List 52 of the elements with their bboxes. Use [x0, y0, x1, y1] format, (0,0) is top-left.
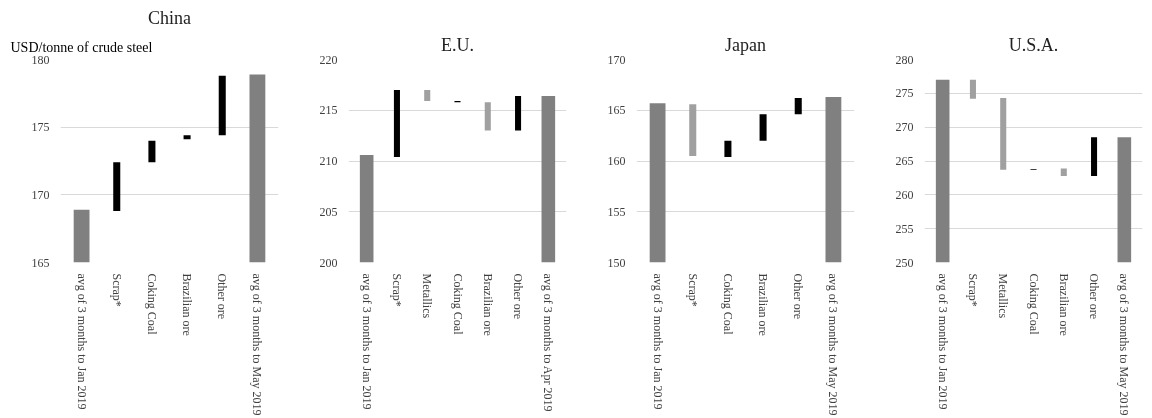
y-tick-label: 170 [31, 187, 50, 202]
x-tick-label: avg of 3 months to Jan 2019 [74, 273, 89, 410]
y-tick-label: 165 [31, 255, 50, 270]
y-tick-label: 175 [31, 120, 50, 135]
x-tick-label: Brazilian ore [480, 273, 495, 336]
x-tick-label: Other ore [1087, 273, 1102, 320]
x-tick-label: Brazilian ore [1056, 273, 1071, 336]
x-tick-label: avg of 3 months to May 2019 [826, 273, 841, 416]
x-tick-label: avg of 3 months to Jan 2019 [935, 273, 950, 410]
y-tick-label: 275 [895, 86, 914, 101]
x-tick-label: Scrap* [109, 273, 124, 307]
y-tick-label: 255 [895, 221, 914, 236]
x-tick-label: Coking Coal [720, 273, 735, 336]
x-tick-label: Other ore [511, 273, 526, 320]
x-tick-label: avg of 3 months to Apr 2019 [541, 273, 556, 412]
y-tick-label: 215 [319, 103, 338, 118]
y-tick-label: 170 [607, 52, 626, 67]
x-tick-label: avg of 3 months to Jan 2019 [650, 273, 665, 410]
y-tick-label: 220 [319, 52, 338, 67]
x-tick-label: Scrap* [389, 273, 404, 307]
y-tick-label: 165 [607, 103, 626, 118]
chart-title: E.U. [441, 34, 474, 55]
y-tick-label: 210 [319, 154, 338, 168]
x-tick-label: Other ore [791, 273, 806, 320]
y-tick-label: 280 [895, 52, 914, 67]
x-tick-label: Brazilian ore [180, 273, 195, 336]
y-tick-label: 270 [895, 120, 914, 135]
y-tick-label: 260 [895, 187, 914, 202]
chart-title: U.S.A. [1008, 34, 1059, 55]
x-tick-label: avg of 3 months to May 2019 [1117, 273, 1132, 416]
x-tick-label: Metallics [420, 273, 435, 319]
y-tick-label: 250 [895, 255, 914, 270]
y-tick-label: 180 [31, 52, 50, 67]
x-tick-label: Coking Coal [144, 273, 159, 336]
y-tick-label: 205 [319, 204, 338, 219]
x-tick-label: Metallics [996, 273, 1011, 319]
y-tick-label: 200 [319, 255, 338, 270]
chart-title: China [148, 7, 192, 28]
y-tick-label: 155 [607, 204, 626, 219]
chart-title: Japan [725, 34, 766, 55]
x-tick-label: avg of 3 months to Jan 2019 [359, 273, 374, 410]
x-tick-label: Brazilian ore [756, 273, 771, 336]
y-axis-title: USD/tonne of crude steel [10, 39, 153, 55]
x-tick-label: Coking Coal [1026, 273, 1041, 336]
x-tick-label: Scrap* [685, 273, 700, 307]
x-tick-label: Coking Coal [450, 273, 465, 336]
y-tick-label: 160 [607, 154, 626, 168]
x-tick-label: Other ore [215, 273, 230, 320]
x-tick-label: avg of 3 months to May 2019 [250, 273, 265, 416]
x-tick-label: Scrap* [965, 273, 980, 307]
y-tick-label: 265 [895, 154, 914, 168]
y-tick-label: 150 [607, 255, 626, 270]
